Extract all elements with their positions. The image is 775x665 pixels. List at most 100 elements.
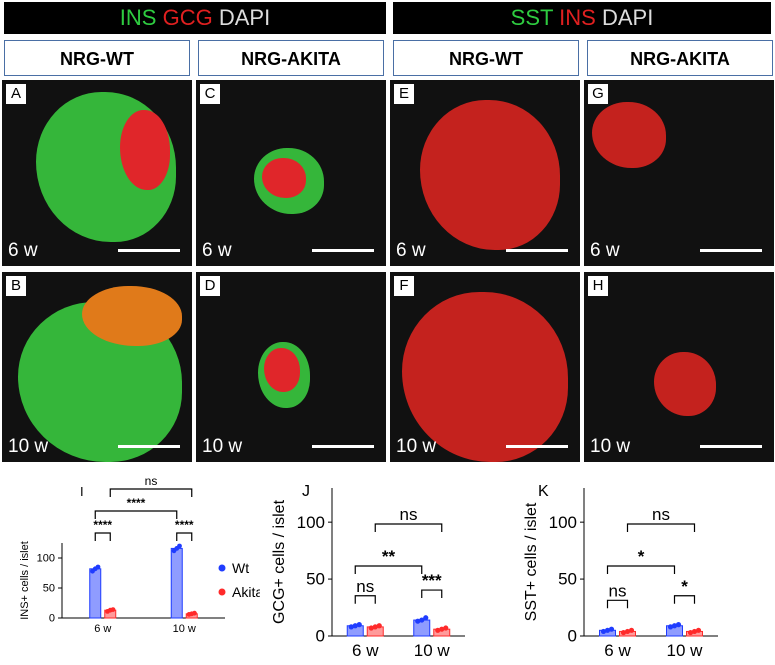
y-axis-label: INS+ cells / islet: [19, 541, 31, 620]
data-point-wt: [415, 618, 421, 624]
panel-timepoint: 6 w: [590, 240, 620, 261]
significance-bracket-label: ****: [93, 518, 112, 532]
panel-letter: K: [538, 483, 549, 500]
y-axis-label: SST+ cells / islet: [523, 502, 540, 621]
channel-dapi: DAPI: [601, 5, 654, 30]
micrograph-panel-c: C 6 w: [196, 80, 386, 266]
data-point-akita: [435, 627, 441, 633]
data-point-wt: [352, 623, 358, 629]
data-point-akita: [624, 628, 631, 635]
column-header-wt-right: NRG-WT: [393, 40, 579, 76]
data-point-wt: [671, 623, 678, 629]
y-tick-label: 50: [43, 583, 55, 595]
x-tick-label: 6 w: [604, 641, 631, 660]
scale-bar: [506, 249, 568, 252]
chart-k: K 0 50 100 SST+ cells / islet 6 w 10 w ns * * ns: [523, 483, 718, 660]
data-point-akita: [439, 626, 445, 632]
channel-ins: INS: [119, 5, 157, 30]
panel-timepoint: 6 w: [202, 240, 232, 261]
scale-bar: [700, 249, 762, 252]
data-point-akita: [695, 627, 702, 633]
panel-letter: A: [6, 84, 26, 104]
y-tick-label: 0: [568, 627, 577, 646]
column-header-akita-right: NRG-AKITA: [587, 40, 773, 76]
column-header-akita-left: NRG-AKITA: [198, 40, 384, 76]
data-point-wt: [608, 626, 615, 632]
legend-label-akita: Akita: [232, 584, 260, 600]
legend-marker-wt: [218, 564, 226, 572]
data-point-akita: [372, 624, 378, 630]
y-tick-label: 0: [49, 613, 55, 625]
panel-letter: E: [394, 84, 414, 104]
significance-bracket: [176, 532, 193, 541]
significance-bracket: [354, 565, 423, 574]
panel-letter: G: [588, 84, 608, 104]
data-point-wt: [423, 615, 429, 621]
islet-gcg-stain: [82, 286, 182, 346]
micrograph-panel-e: E 6 w: [390, 80, 580, 266]
significance-bracket-label: ns: [652, 505, 670, 524]
panel-letter: F: [394, 276, 414, 296]
significance-bracket: [374, 523, 443, 532]
scale-bar: [118, 249, 180, 252]
significance-bracket-label: ns: [609, 581, 627, 600]
scale-bar: [312, 249, 374, 252]
chart-i: I 0 50 100 INS+ cells / islet 6 w 10 w **** ****…: [19, 474, 260, 635]
data-point-akita: [687, 629, 694, 636]
data-point-wt: [356, 622, 362, 628]
islet-ins-stain: [592, 102, 666, 168]
panel-timepoint: 6 w: [8, 240, 38, 261]
x-tick-label: 6 w: [352, 641, 379, 660]
data-point-wt: [419, 617, 425, 623]
data-point-wt: [95, 564, 101, 570]
scale-bar: [312, 445, 374, 448]
significance-bracket-label: ***: [422, 571, 442, 590]
bar-wt: [89, 568, 102, 619]
data-point-wt: [177, 543, 182, 549]
data-point-akita: [691, 628, 698, 635]
panel-letter: J: [302, 483, 310, 500]
y-tick-label: 100: [297, 513, 325, 532]
data-point-wt: [675, 622, 682, 628]
significance-bracket: [354, 595, 376, 604]
panel-letter: H: [588, 276, 608, 296]
significance-bracket: [673, 595, 696, 604]
channel-band-right: SST INS DAPI: [393, 2, 771, 34]
x-tick-label: 10 w: [414, 641, 451, 660]
x-tick-label: 10 w: [173, 623, 196, 635]
islet-gcg-stain: [264, 348, 300, 392]
data-point-akita: [620, 629, 627, 636]
data-point-akita: [443, 625, 449, 631]
significance-bracket-label: ns: [145, 474, 158, 488]
channel-sst: SST: [510, 5, 554, 30]
y-tick-label: 0: [316, 627, 325, 646]
islet-ins-stain: [654, 352, 716, 416]
channel-ins: INS: [559, 5, 596, 30]
data-point-akita: [376, 623, 382, 629]
y-tick-label: 100: [37, 553, 55, 565]
significance-bracket: [606, 565, 676, 574]
data-point-akita: [110, 607, 116, 612]
panel-letter: I: [80, 484, 84, 499]
significance-bracket: [626, 523, 696, 532]
legend-marker-akita: [218, 588, 226, 596]
data-point-wt: [667, 624, 674, 630]
data-point-wt: [600, 628, 607, 635]
scale-bar: [118, 445, 180, 448]
y-tick-label: 50: [558, 570, 577, 589]
panel-letter: D: [200, 276, 220, 296]
panel-letter: B: [6, 276, 26, 296]
data-point-akita: [368, 625, 374, 631]
x-tick-label: 6 w: [94, 623, 111, 635]
data-point-akita: [628, 627, 635, 633]
micrograph-panel-d: D 10 w: [196, 272, 386, 462]
panel-timepoint: 10 w: [202, 436, 243, 457]
significance-bracket-label: ns: [400, 505, 418, 524]
significance-bracket: [606, 599, 629, 609]
significance-bracket: [94, 532, 111, 541]
micrograph-panel-a: A 6 w: [2, 80, 192, 266]
significance-bracket-label: *: [681, 577, 688, 596]
significance-bracket: [421, 589, 443, 599]
bar-wt: [170, 547, 183, 619]
